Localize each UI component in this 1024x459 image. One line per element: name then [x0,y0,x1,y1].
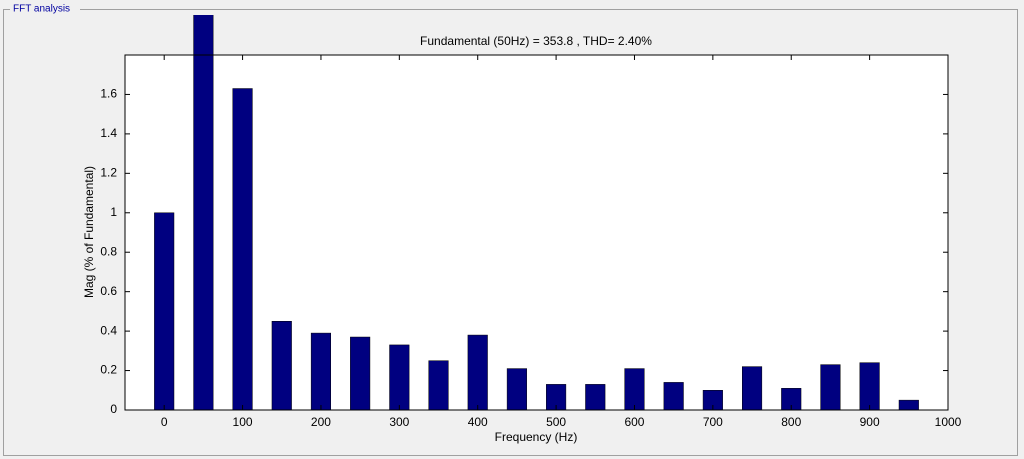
bar [271,321,292,410]
plot-area [125,55,948,410]
x-tick-label: 1000 [935,415,962,429]
x-tick-label: 200 [311,415,331,429]
bar [624,368,645,410]
bar [546,384,567,410]
bar [350,336,371,410]
bar [193,15,214,410]
bar [663,382,684,410]
bar [859,362,880,410]
y-axis-label: Mag (% of Fundamental) [82,166,96,298]
x-tick-label: 100 [233,415,253,429]
y-tick-label: 0.2 [100,363,117,377]
panel-border [3,9,1018,456]
bar [506,368,527,410]
x-tick-label: 600 [624,415,644,429]
x-tick-label: 500 [546,415,566,429]
y-tick-label: 0 [110,402,117,416]
y-tick-label: 1.4 [100,126,117,140]
y-tick-label: 1.2 [100,166,117,180]
bar [154,212,175,410]
x-axis-label: Frequency (Hz) [495,430,578,444]
plot-border [124,54,949,411]
x-tick-label: 0 [161,415,168,429]
chart-title: Fundamental (50Hz) = 353.8 , THD= 2.40% [420,34,652,48]
bars [154,15,919,410]
bar [820,364,841,410]
x-tick-label: 700 [703,415,723,429]
panel-title: FFT analysis [13,4,70,15]
panel-title-bg [10,2,80,16]
bar [232,88,253,410]
bar [585,384,606,410]
x-tick-label: 900 [860,415,880,429]
x-tick-label: 800 [781,415,801,429]
bar [898,399,919,410]
bar [310,332,331,410]
bar [467,334,488,410]
y-tick-label: 1.6 [100,87,117,101]
bar [389,344,410,410]
y-tick-label: 1 [110,205,117,219]
bar [428,360,449,410]
bar [742,366,763,410]
y-tick-label: 0.4 [100,323,117,337]
x-tick-label: 400 [468,415,488,429]
y-tick-label: 0.6 [100,284,117,298]
x-tick-label: 300 [389,415,409,429]
y-tick-label: 0.8 [100,244,117,258]
